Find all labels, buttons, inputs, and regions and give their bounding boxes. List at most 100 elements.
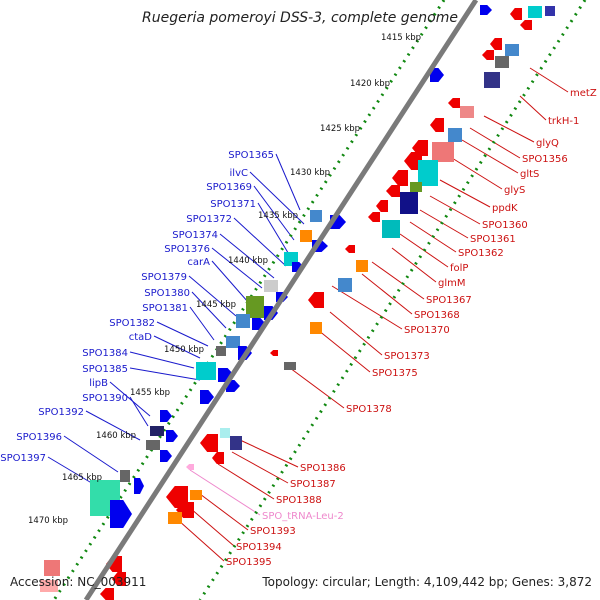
gene-label-spo1369[interactable]: SPO1369 [206,182,252,193]
gene-label-spo1397[interactable]: SPO1397 [0,453,46,464]
leader-line [519,95,547,121]
gene-feature-9 [484,72,500,88]
gene-feature-29 [308,292,324,308]
gene-label-spo1372[interactable]: SPO1372 [186,214,232,225]
gene-label-spo1362[interactable]: SPO1362 [458,248,504,259]
gene-label-spo1367[interactable]: SPO1367 [426,295,472,306]
gene-label-spo1376[interactable]: SPO1376 [164,244,210,255]
gene-feature-59 [230,436,242,450]
leader-line [129,396,149,427]
gene-label-spo1373[interactable]: SPO1373 [384,351,430,362]
gene-label-glys[interactable]: glyS [504,185,525,196]
gene-label-spo1381[interactable]: SPO1381 [142,303,188,314]
gene-feature-60 [212,452,224,464]
gene-label-spo1374[interactable]: SPO1374 [172,230,218,241]
gene-feature-74 [100,588,114,600]
gene-feature-1 [510,8,522,20]
gene-label-spo1361[interactable]: SPO1361 [470,234,516,245]
gene-label-ctad[interactable]: ctaD [129,332,153,343]
gene-label-spo1378[interactable]: SPO1378 [346,404,392,415]
leader-line [188,275,237,317]
gene-feature-70 [44,560,60,576]
leader-line [483,115,535,143]
gene-label-spo1368[interactable]: SPO1368 [414,310,460,321]
kbp-tick-label: 1470 kbp [28,516,68,526]
kbp-tick-label: 1445 kbp [196,300,236,310]
gene-label-spo1370[interactable]: SPO1370 [404,325,450,336]
gene-feature-3 [545,6,555,16]
leader-line [257,202,291,257]
gene-label-spo1385[interactable]: SPO1385 [82,364,128,375]
gene-label-spo1382[interactable]: SPO1382 [109,318,155,329]
gene-feature-55 [146,440,160,450]
gene-label-spo1371[interactable]: SPO1371 [210,199,256,210]
gene-label-ppdk[interactable]: ppdK [492,203,518,214]
gene-label-spo1388[interactable]: SPO1388 [276,495,322,506]
gene-feature-7 [495,56,509,68]
gene-label-metz[interactable]: metZ [570,88,597,99]
gene-label-lipb[interactable]: lipB [89,378,108,389]
leader-line [177,519,225,562]
gene-feature-48 [196,362,216,380]
gene-label-spo1393[interactable]: SPO1393 [250,526,296,537]
genome-title: Ruegeria pomeroyi DSS-3, complete genome [142,10,458,26]
gene-feature-20 [392,170,408,186]
kbp-tick-label: 1415 kbp [381,33,421,43]
gene-label-glyq[interactable]: glyQ [536,138,559,149]
leader-line [371,261,425,300]
gene-feature-45 [226,336,240,348]
gene-feature-54 [166,430,178,442]
leader-line [219,233,275,279]
gene-label-spo1387[interactable]: SPO1387 [290,479,336,490]
leader-line [85,410,141,441]
leader-line [331,285,403,330]
leader-line [239,439,299,468]
gene-feature-22 [386,185,400,197]
gene-label-spo1395[interactable]: SPO1395 [226,557,272,568]
gene-label-spo1379[interactable]: SPO1379 [141,272,187,283]
gene-label-spo-trna-leu-2[interactable]: SPO_tRNA-Leu-2 [262,511,344,522]
kbp-tick-label: 1440 kbp [228,256,268,266]
leader-line [461,139,519,174]
gene-label-ilvc[interactable]: ilvC [230,168,248,179]
gene-feature-14 [448,128,462,142]
gene-feature-56 [160,450,172,462]
gene-feature-23 [376,200,388,212]
leader-line [189,306,215,341]
gene-label-spo1365[interactable]: SPO1365 [228,150,274,161]
gene-label-glmm[interactable]: glmM [438,278,466,289]
gene-feature-5 [490,38,502,50]
gene-feature-16 [432,142,454,162]
gene-feature-6 [505,44,519,56]
gene-label-spo1360[interactable]: SPO1360 [482,220,528,231]
gene-label-spo1396[interactable]: SPO1396 [16,432,62,443]
gene-label-glts[interactable]: gltS [520,169,539,180]
leader-line [249,171,305,225]
gene-label-trkh-1[interactable]: trkH-1 [548,116,579,127]
gene-label-spo1390[interactable]: SPO1390 [82,393,128,404]
gene-label-spo1394[interactable]: SPO1394 [236,542,282,553]
leader-line [217,463,275,500]
gene-feature-2 [528,6,542,18]
gene-feature-33 [310,210,322,222]
leader-line [211,247,263,289]
gene-label-folp[interactable]: folP [450,263,468,274]
gene-label-spo1380[interactable]: SPO1380 [144,288,190,299]
gene-label-cara[interactable]: carA [187,257,210,268]
gene-label-spo1356[interactable]: SPO1356 [522,154,568,165]
leader-line [329,311,383,356]
kbp-tick-label: 1435 kbp [258,211,298,221]
gene-feature-63 [190,490,202,500]
gene-feature-52 [160,410,172,422]
gene-label-spo1386[interactable]: SPO1386 [300,463,346,474]
leader-line [156,321,209,347]
gene-label-spo1375[interactable]: SPO1375 [372,368,418,379]
kbp-tick-label: 1425 kbp [320,124,360,134]
gene-feature-50 [200,390,214,404]
gene-feature-61 [186,464,194,470]
gene-label-spo1392[interactable]: SPO1392 [38,407,84,418]
gene-feature-30 [310,322,322,334]
gene-label-spo1384[interactable]: SPO1384 [82,348,128,359]
kbp-tick-label: 1450 kbp [164,345,204,355]
